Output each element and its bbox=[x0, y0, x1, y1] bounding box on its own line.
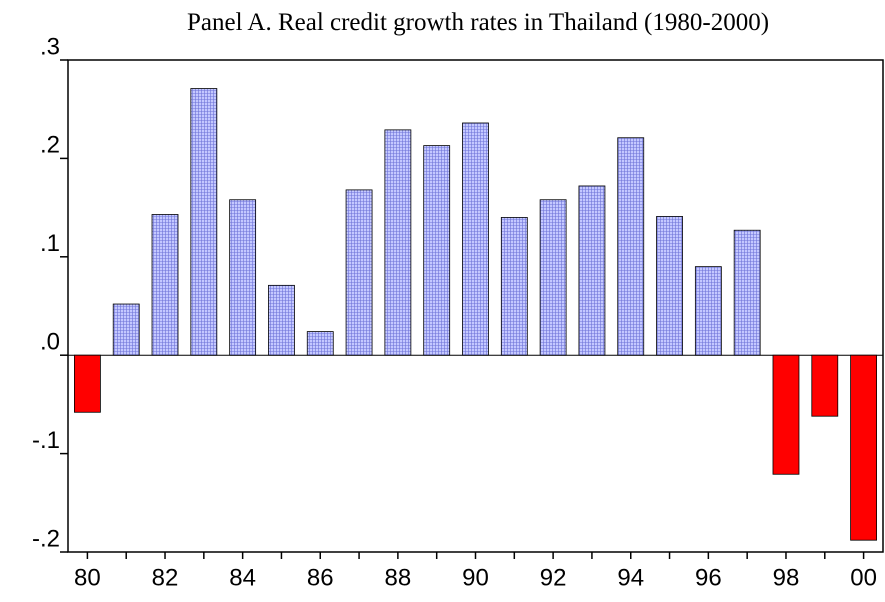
bar bbox=[306, 331, 334, 356]
x-tick-label: 92 bbox=[540, 564, 567, 591]
bar bbox=[384, 129, 412, 356]
x-tick-label: 86 bbox=[307, 564, 334, 591]
bar bbox=[617, 137, 645, 356]
bar bbox=[112, 303, 140, 356]
bar bbox=[772, 354, 800, 475]
bar bbox=[694, 266, 722, 356]
bar bbox=[656, 216, 683, 356]
x-tick-label: 98 bbox=[773, 564, 800, 591]
y-tick-label: -.2 bbox=[32, 525, 60, 552]
y-tick-label: .1 bbox=[40, 230, 60, 257]
y-tick-label: .3 bbox=[40, 33, 60, 60]
x-tick-label: 00 bbox=[850, 564, 877, 591]
bar bbox=[850, 354, 877, 541]
y-tick-label: .2 bbox=[40, 132, 60, 159]
bar bbox=[345, 189, 373, 356]
bar bbox=[190, 88, 218, 356]
chart-title: Panel A. Real credit growth rates in Tha… bbox=[187, 9, 769, 36]
x-tick-label: 82 bbox=[152, 564, 179, 591]
bar bbox=[539, 199, 567, 356]
x-tick-label: 96 bbox=[695, 564, 722, 591]
x-tick-label: 88 bbox=[385, 564, 412, 591]
bar bbox=[229, 199, 257, 356]
bar bbox=[500, 217, 528, 356]
bar bbox=[268, 284, 295, 356]
bar bbox=[811, 354, 839, 417]
x-tick-label: 84 bbox=[229, 564, 256, 591]
bar bbox=[423, 145, 451, 356]
bar bbox=[578, 185, 606, 356]
bar bbox=[74, 354, 101, 413]
bar bbox=[462, 122, 489, 356]
y-tick-label: -.1 bbox=[32, 427, 60, 454]
bar bbox=[733, 229, 761, 356]
bar bbox=[151, 214, 179, 356]
x-tick-label: 90 bbox=[462, 564, 489, 591]
x-tick-label: 94 bbox=[617, 564, 644, 591]
y-tick-label: .0 bbox=[40, 329, 60, 356]
x-tick-label: 80 bbox=[74, 564, 101, 591]
